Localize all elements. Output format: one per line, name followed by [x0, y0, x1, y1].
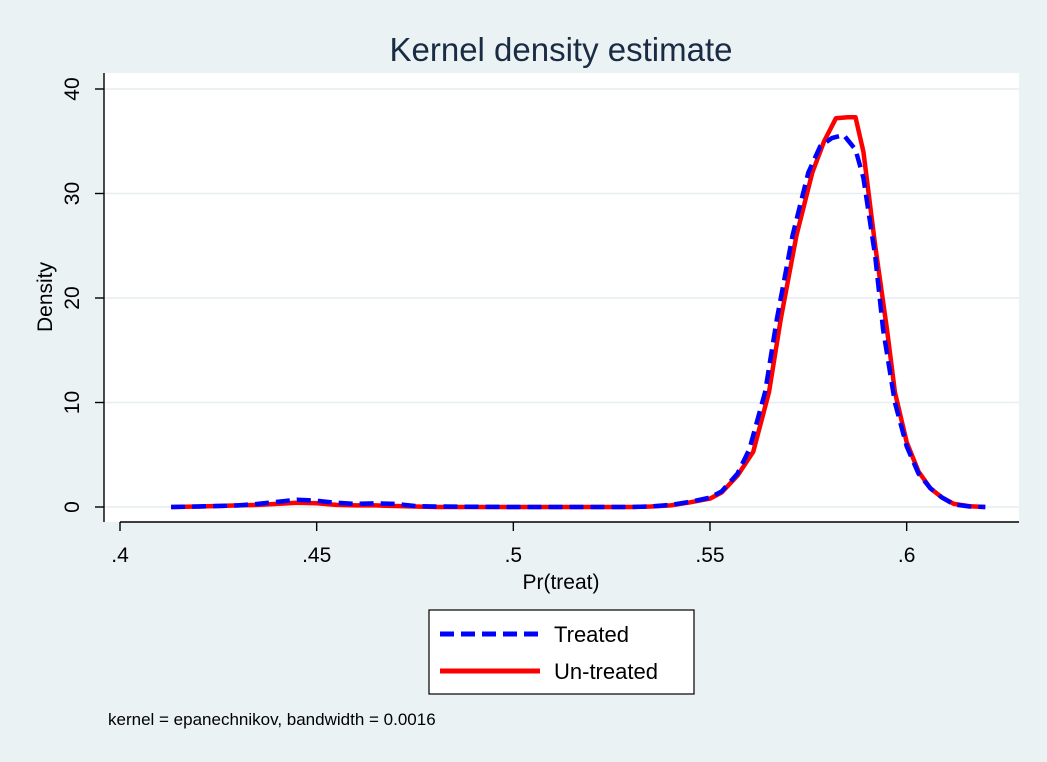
legend-label-untreated: Un-treated	[554, 659, 658, 684]
x-tick-label-3: .55	[695, 544, 724, 567]
y-tick-label-1: 10	[61, 391, 84, 414]
x-tick-label-2: .5	[505, 544, 523, 567]
chart-note: kernel = epanechnikov, bandwidth = 0.001…	[108, 710, 436, 729]
chart-title: Kernel density estimate	[389, 31, 732, 68]
y-axis-title: Density	[34, 261, 57, 332]
series-line-treated	[171, 132, 986, 510]
legend-label-treated: Treated	[554, 622, 629, 647]
y-tick-label-0: 0	[61, 501, 84, 513]
legend: Treated Un-treated	[428, 609, 695, 695]
y-tick-label-2: 20	[61, 286, 84, 309]
x-tick-label-0: .4	[111, 544, 129, 567]
series-line-un-treated	[171, 114, 986, 510]
x-axis-title: Pr(treat)	[522, 571, 599, 594]
axes-layer: 0 10 20 30 40 .4 .45 .5 .55 .6	[61, 73, 1019, 567]
x-tick-label-4: .6	[898, 544, 916, 567]
y-tick-label-3: 30	[61, 182, 84, 205]
x-tick-label-1: .45	[302, 544, 331, 567]
legend-box	[428, 609, 695, 695]
series-layer	[171, 114, 986, 510]
y-tick-label-4: 40	[61, 77, 84, 100]
